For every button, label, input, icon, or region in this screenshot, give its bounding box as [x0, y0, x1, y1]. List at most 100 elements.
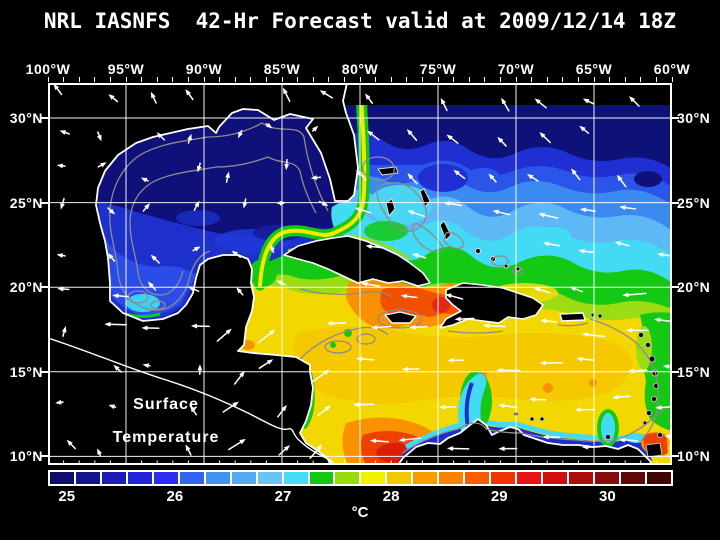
colorbar-segment [543, 472, 568, 484]
wind-arrow [276, 280, 287, 286]
wind-arrow [574, 407, 596, 413]
wind-arrow [107, 252, 116, 262]
wind-arrow [533, 287, 551, 294]
wind-arrow [147, 281, 157, 291]
wind-arrow [318, 200, 329, 207]
gulf-of-mexico-field [96, 77, 411, 321]
wind-arrow [614, 241, 630, 247]
colorbar-segment [75, 472, 100, 484]
top-minor-tick [624, 77, 626, 82]
wind-arrow [233, 370, 245, 385]
wind-arrow [411, 253, 427, 259]
colorbar [48, 470, 673, 486]
top-minor-tick [499, 77, 501, 82]
top-minor-tick [172, 77, 174, 82]
top-minor-tick [265, 77, 267, 82]
wind-arrow [309, 444, 323, 460]
wind-arrow [150, 91, 157, 104]
top-minor-tick [156, 77, 158, 82]
wind-arrow [576, 356, 595, 362]
wind-arrow [439, 404, 457, 410]
top-minor-tick [593, 77, 595, 82]
annotation-surface: Surface [133, 396, 199, 413]
wind-arrow [236, 287, 244, 296]
lon-label-75°W: 75°W [419, 61, 457, 77]
colorbar-segment [153, 472, 178, 484]
wind-arrow [197, 364, 203, 375]
wind-arrow [66, 439, 76, 450]
colorbar-tick-label: 25 [58, 488, 76, 505]
wind-arrow [113, 364, 123, 373]
top-minor-tick [297, 77, 299, 82]
wind-arrow [443, 201, 463, 207]
pacific-coastline [47, 337, 337, 466]
wind-arrow [140, 177, 149, 183]
map-area: Surface Temperature [47, 77, 686, 466]
wind-arrow [628, 96, 640, 107]
lat-label-left-15°N: 15°N [9, 363, 43, 380]
wind-arrow [542, 241, 561, 247]
wind-arrow [526, 173, 539, 182]
wind-arrow [60, 197, 65, 210]
colorbar-tick-label: 30 [599, 488, 616, 505]
wind-arrow [581, 332, 606, 338]
colorbar-tick-label: 26 [166, 488, 184, 505]
top-minor-tick [577, 77, 579, 82]
colorbar-segment [335, 472, 360, 484]
top-minor-tick [141, 77, 143, 82]
lon-label-80°W: 80°W [341, 61, 379, 77]
land-hispaniola [439, 282, 544, 329]
wind-arrow [258, 359, 274, 369]
top-minor-tick [406, 77, 408, 82]
wind-arrow [618, 437, 639, 443]
wind-arrow [578, 248, 594, 254]
wind-arrow [539, 360, 563, 366]
lat-label-right-30°N: 30°N [677, 110, 711, 126]
wind-arrow [192, 246, 201, 252]
wind-arrow [196, 162, 202, 173]
wind-arrow [61, 326, 67, 337]
wind-arrow [446, 134, 459, 144]
colorbar-segment [179, 472, 204, 484]
top-minor-tick [562, 77, 564, 82]
wind-arrow [492, 209, 511, 216]
wind-arrow [150, 254, 160, 264]
lon-label-85°W: 85°W [263, 61, 301, 77]
wind-arrow [582, 444, 601, 450]
wind-arrow [55, 399, 64, 405]
wind-arrow [398, 437, 422, 443]
wind-arrow [284, 158, 290, 171]
wind-arrow [539, 132, 551, 144]
lat-label-right-20°N: 20°N [677, 279, 711, 296]
wind-arrow [222, 401, 239, 413]
wind-arrow [53, 83, 63, 96]
wind-arrow [497, 136, 507, 147]
wind-arrow [627, 368, 648, 374]
wind-arrow [616, 174, 627, 188]
wind-arrow [612, 394, 631, 400]
right-lat-tick [672, 201, 679, 204]
wind-arrow [187, 133, 192, 144]
lat-label-right-15°N: 15°N [677, 363, 711, 380]
top-minor-tick [640, 77, 642, 82]
sst-map: Surface Temperature [47, 77, 686, 466]
wind-arrow [406, 129, 418, 141]
wind-arrow [56, 163, 66, 169]
colorbar-segment [205, 472, 230, 484]
wind-arrow [104, 321, 128, 327]
top-minor-tick [390, 77, 392, 82]
wind-arrow [446, 446, 470, 451]
wind-arrow [400, 293, 418, 299]
colorbar-segment [517, 472, 542, 484]
colorbar-tick-label: 28 [382, 488, 400, 505]
wind-arrow [185, 444, 192, 456]
bahamas-water [364, 164, 468, 241]
colorbar-segment [361, 472, 386, 484]
wind-arrow [569, 286, 583, 293]
wind-arrow [356, 169, 367, 181]
colorbar-segment [231, 472, 256, 484]
wind-arrow [447, 357, 465, 363]
wind-arrow [361, 281, 381, 288]
colorbar-segment [127, 472, 152, 484]
top-minor-tick [671, 77, 673, 82]
